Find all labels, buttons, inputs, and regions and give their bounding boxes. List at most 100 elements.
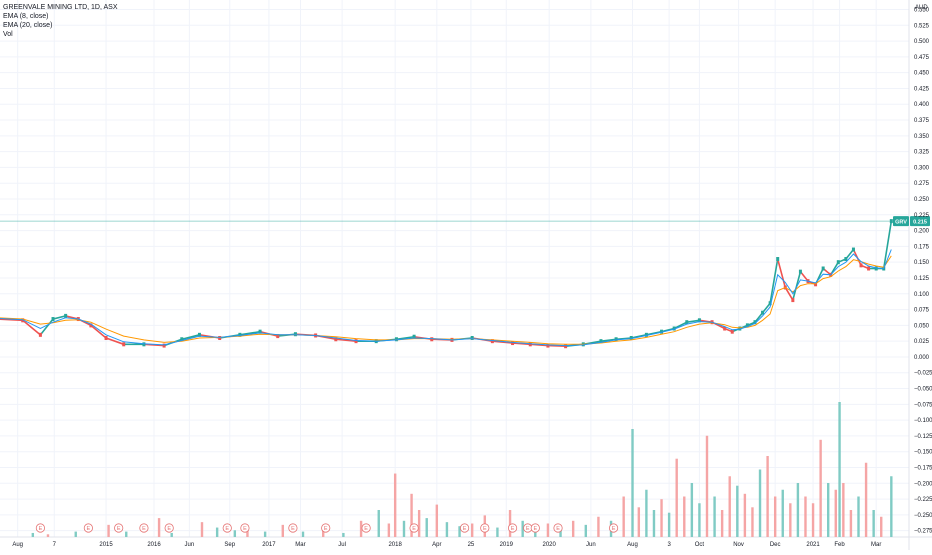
price-point-39 bbox=[685, 320, 689, 325]
x-tick-label-1: 7 bbox=[53, 542, 57, 548]
volume-bar-71 bbox=[857, 496, 860, 537]
price-point-2 bbox=[38, 332, 42, 337]
volume-bar-63 bbox=[804, 496, 807, 537]
earnings-marker-label-12: E bbox=[483, 526, 487, 532]
x-tick-label-4: Jun bbox=[185, 542, 195, 548]
earnings-marker-label-16: E bbox=[556, 526, 560, 532]
y-tick-label-30: −0.200 bbox=[914, 481, 932, 487]
price-segment-50 bbox=[776, 258, 787, 288]
price-point-62 bbox=[874, 266, 878, 271]
earnings-marker-8[interactable] bbox=[321, 523, 331, 533]
volume-bar-5 bbox=[157, 518, 161, 537]
price-point-40 bbox=[697, 318, 701, 323]
y-tick-label-6: 0.400 bbox=[914, 102, 930, 108]
volume-bar-17 bbox=[377, 510, 380, 537]
price-segment-15 bbox=[239, 330, 261, 336]
earnings-marker-2[interactable] bbox=[114, 523, 124, 533]
volume-bar-18 bbox=[387, 523, 391, 537]
y-tick-label-13: 0.225 bbox=[914, 213, 930, 219]
volume-bar-40 bbox=[631, 429, 634, 537]
y-tick-label-23: −0.025 bbox=[914, 371, 932, 377]
price-point-1 bbox=[21, 318, 25, 323]
price-segment-37 bbox=[646, 330, 662, 336]
earnings-marker-16[interactable] bbox=[553, 523, 563, 533]
y-tick-label-0: 0.550 bbox=[914, 7, 930, 13]
x-tick-label-12: 2019 bbox=[500, 542, 514, 548]
y-tick-label-19: 0.075 bbox=[914, 308, 930, 314]
price-point-29 bbox=[528, 342, 532, 347]
y-tick-label-10: 0.300 bbox=[914, 165, 930, 171]
earnings-marker-label-17: E bbox=[612, 526, 616, 532]
volume-bar-43 bbox=[652, 510, 656, 537]
price-point-16 bbox=[276, 334, 280, 339]
ema8-line bbox=[0, 249, 892, 347]
earnings-marker-1[interactable] bbox=[83, 523, 93, 533]
last-price-symbol-badge bbox=[893, 216, 909, 227]
price-segment-2 bbox=[22, 319, 41, 336]
earnings-marker-4[interactable] bbox=[164, 523, 174, 533]
y-tick-label-31: −0.225 bbox=[914, 497, 932, 503]
volume-bar-73 bbox=[872, 510, 875, 537]
volume-bar-72 bbox=[864, 462, 868, 537]
earnings-marker-11[interactable] bbox=[459, 523, 470, 533]
volume-bar-53 bbox=[728, 476, 731, 537]
price-point-28 bbox=[511, 341, 515, 346]
volume-bar-57 bbox=[758, 469, 762, 537]
price-point-38 bbox=[672, 326, 676, 331]
volume-bar-19 bbox=[393, 473, 397, 537]
x-axis[interactable]: Aug 7 2015 2016 Jun Sep 2017 Mar Jul 2018 Apr 25 201… bbox=[12, 542, 881, 548]
volume-bar-36 bbox=[584, 524, 587, 537]
earnings-marker-0[interactable] bbox=[35, 523, 46, 533]
price-point-36 bbox=[644, 332, 648, 337]
earnings-marker-13[interactable] bbox=[507, 523, 518, 533]
price-point-4 bbox=[64, 313, 68, 318]
y-tick-label-9: 0.325 bbox=[914, 150, 930, 156]
volume-bar-55 bbox=[743, 493, 747, 537]
volume-bar-7 bbox=[200, 522, 204, 537]
earnings-marker-3[interactable] bbox=[139, 523, 149, 533]
last-price-symbol: GRV bbox=[895, 219, 907, 225]
earnings-marker-15[interactable] bbox=[530, 523, 540, 533]
ema8-series bbox=[0, 249, 892, 347]
earnings-marker-10[interactable] bbox=[409, 523, 419, 533]
price-point-48 bbox=[768, 301, 772, 306]
x-tick-label-5: Sep bbox=[224, 542, 235, 548]
price-point-54 bbox=[814, 282, 818, 287]
earnings-marker-6[interactable] bbox=[240, 523, 250, 533]
volume-bar-22 bbox=[417, 510, 421, 537]
volume-bar-56 bbox=[751, 507, 754, 537]
earnings-marker-label-4: E bbox=[167, 526, 171, 532]
y-tick-label-4: 0.450 bbox=[914, 71, 930, 77]
earnings-marker-5[interactable] bbox=[222, 523, 232, 533]
volume-bar-58 bbox=[766, 456, 769, 537]
volume-bar-35 bbox=[571, 520, 575, 537]
x-tick-label-10: Apr bbox=[432, 542, 441, 548]
price-point-20 bbox=[354, 339, 358, 344]
y-tick-label-3: 0.475 bbox=[914, 55, 930, 61]
volume-bar-3 bbox=[107, 524, 110, 537]
earnings-marker-17[interactable] bbox=[608, 523, 619, 533]
price-segment-8 bbox=[105, 337, 124, 346]
earnings-marker-9[interactable] bbox=[361, 523, 371, 533]
price-point-59 bbox=[851, 247, 855, 252]
volume-bar-46 bbox=[675, 458, 678, 537]
x-tick-label-13: 2020 bbox=[543, 542, 557, 548]
volume-bar-75 bbox=[890, 476, 893, 537]
earnings-marker-7[interactable] bbox=[288, 523, 298, 533]
x-tick-label-7: Mar bbox=[295, 542, 305, 548]
y-axis[interactable]: 0.550 0.525 0.500 0.475 0.450 0.425 0.400 0.375… bbox=[914, 7, 932, 534]
volume-bar-65 bbox=[819, 439, 822, 537]
price-point-43 bbox=[730, 329, 734, 334]
price-point-49 bbox=[776, 257, 780, 262]
volume-bar-16 bbox=[359, 520, 363, 537]
earnings-marker-12[interactable] bbox=[480, 523, 490, 533]
price-segment-1 bbox=[0, 318, 23, 322]
volume-bar-12 bbox=[281, 524, 284, 537]
earnings-marker-label-10: E bbox=[412, 526, 416, 532]
price-point-55 bbox=[821, 266, 825, 271]
price-point-58 bbox=[844, 257, 848, 262]
earnings-marker-label-8: E bbox=[324, 526, 328, 532]
